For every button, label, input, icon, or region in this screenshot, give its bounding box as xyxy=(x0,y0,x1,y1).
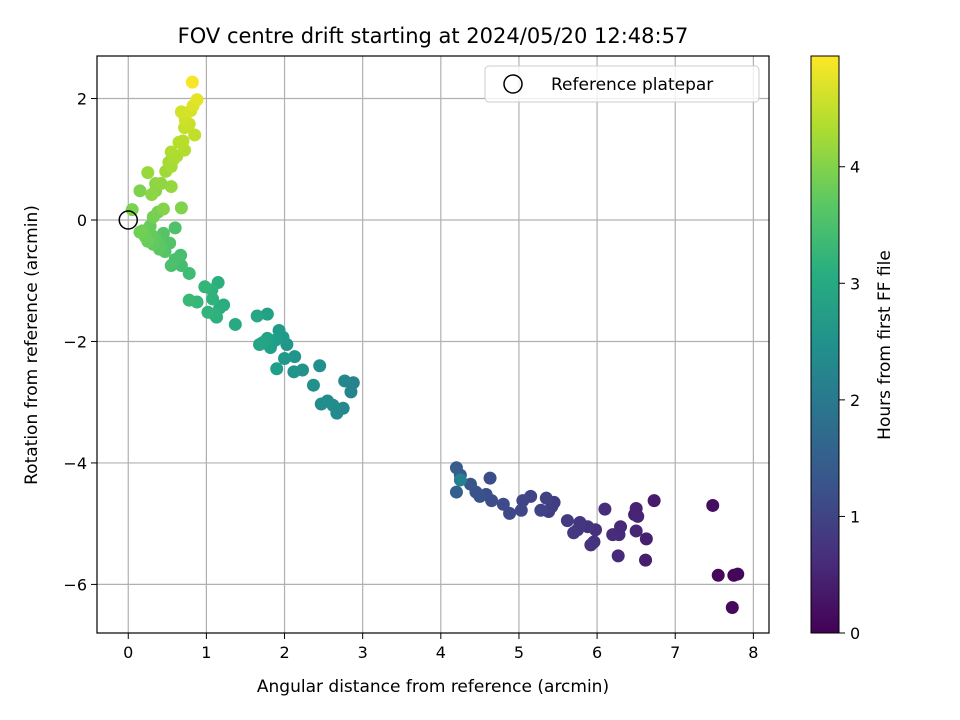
data-point xyxy=(260,307,274,321)
data-point xyxy=(176,134,190,148)
data-point xyxy=(449,485,463,499)
data-point xyxy=(154,177,168,191)
data-point xyxy=(534,503,548,517)
y-tick-label: −6 xyxy=(63,575,87,594)
data-point xyxy=(253,338,267,351)
data-point xyxy=(145,187,159,201)
data-point xyxy=(496,497,510,511)
legend-marker xyxy=(503,74,523,94)
data-point xyxy=(174,201,188,215)
colorbar-tick-label: 0 xyxy=(850,624,860,643)
colorbar-label: Hours from first FF file xyxy=(875,250,895,440)
data-point xyxy=(584,538,598,552)
data-point xyxy=(344,385,358,399)
data-point xyxy=(141,166,155,180)
legend-box xyxy=(484,65,760,103)
x-axis-label: Angular distance from reference (arcmin) xyxy=(257,677,609,697)
x-tick-label: 8 xyxy=(748,643,758,662)
data-point xyxy=(338,374,352,388)
colorbar-axis: 0 1 2 3 4 xyxy=(839,158,860,643)
legend: Reference platepar xyxy=(484,65,760,103)
x-tick-label: 2 xyxy=(279,643,289,662)
data-point xyxy=(706,498,720,512)
data-point xyxy=(483,471,497,485)
data-point xyxy=(503,506,517,520)
scatter-points xyxy=(125,75,745,614)
colorbar xyxy=(810,55,840,634)
legend-label: Reference platepar xyxy=(551,75,713,95)
data-point xyxy=(516,494,530,508)
data-point xyxy=(185,75,199,89)
data-point xyxy=(125,203,139,217)
data-point xyxy=(313,359,327,373)
x-tick-label: 0 xyxy=(123,643,133,662)
data-point xyxy=(631,509,645,523)
y-tick-label: 0 xyxy=(77,211,87,230)
data-point xyxy=(539,491,553,505)
data-point xyxy=(270,362,284,376)
x-tick-label: 4 xyxy=(436,643,446,662)
data-point xyxy=(464,477,478,491)
data-point xyxy=(278,351,292,365)
x-tick-label: 7 xyxy=(670,643,680,662)
x-tick-label: 5 xyxy=(514,643,524,662)
data-point xyxy=(611,549,625,563)
colorbar-tick-label: 3 xyxy=(850,274,860,293)
colorbar-tick-label: 1 xyxy=(850,507,860,526)
data-point xyxy=(133,184,147,198)
x-tick-label: 3 xyxy=(358,643,368,662)
data-point xyxy=(453,473,467,487)
data-point xyxy=(190,93,204,107)
x-tick-label: 6 xyxy=(592,643,602,662)
data-point xyxy=(287,365,301,379)
data-point xyxy=(156,202,170,216)
data-point xyxy=(201,305,215,319)
colorbar-tick-label: 2 xyxy=(850,391,860,410)
data-point xyxy=(314,397,328,411)
colorbar-tick-label: 4 xyxy=(850,158,860,177)
data-point xyxy=(567,526,581,540)
data-point xyxy=(629,524,643,538)
y-tick-label: −2 xyxy=(63,332,87,351)
data-point xyxy=(711,568,725,582)
data-point xyxy=(639,532,653,546)
x-tick-label: 1 xyxy=(201,643,211,662)
data-point xyxy=(228,317,242,331)
data-point xyxy=(639,553,653,567)
data-point xyxy=(272,324,286,338)
data-point xyxy=(168,221,182,235)
data-point xyxy=(598,502,612,516)
data-point xyxy=(182,293,196,307)
data-point xyxy=(198,280,212,294)
data-point xyxy=(731,567,745,581)
data-point xyxy=(182,266,196,280)
data-point xyxy=(449,461,463,475)
x-axis: 0 1 2 3 4 5 6 7 8 xyxy=(123,633,758,662)
plot-frame xyxy=(96,55,770,634)
y-tick-label: 2 xyxy=(77,90,87,109)
data-point xyxy=(164,145,178,159)
data-point xyxy=(647,494,661,508)
data-point xyxy=(725,600,739,614)
y-tick-label: −4 xyxy=(63,454,87,473)
data-point xyxy=(188,128,202,142)
data-point xyxy=(288,350,302,364)
data-point xyxy=(164,180,178,194)
y-axis-label: Rotation from reference (arcmin) xyxy=(22,205,42,485)
data-point xyxy=(606,528,620,542)
data-point xyxy=(514,503,528,517)
data-point xyxy=(133,225,147,239)
data-point xyxy=(306,378,320,392)
reference-platepar-marker xyxy=(118,210,139,230)
data-point xyxy=(164,259,178,273)
data-point xyxy=(250,309,264,323)
y-axis: −6 −4 −2 0 2 xyxy=(63,90,97,594)
data-point xyxy=(560,514,574,528)
chart-title: FOV centre drift starting at 2024/05/20 … xyxy=(178,24,689,48)
